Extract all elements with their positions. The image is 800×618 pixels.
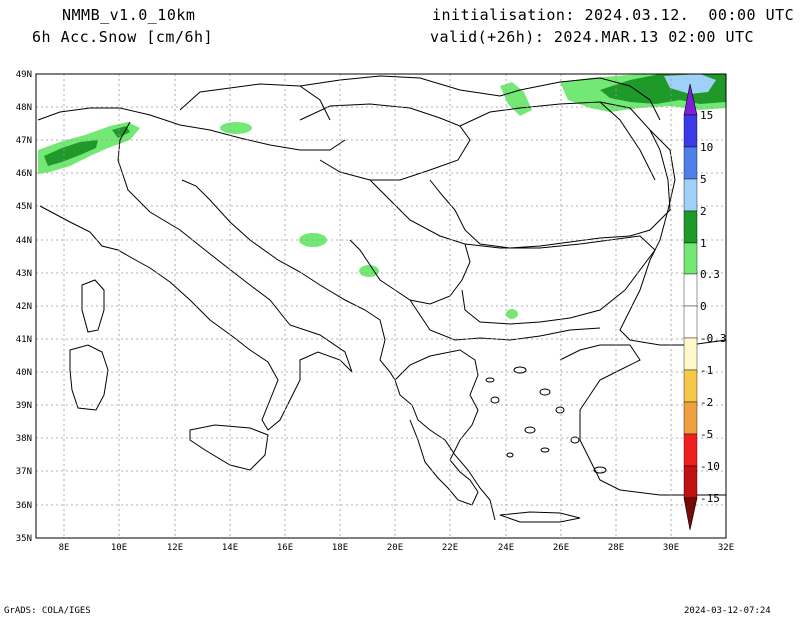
ukraine-border bbox=[519, 77, 661, 121]
colorbar-label: -0.3 bbox=[700, 332, 727, 345]
colorbar-label: 10 bbox=[700, 141, 713, 154]
colorbar-swatch bbox=[683, 433, 698, 467]
lon-label: 30E bbox=[663, 543, 679, 553]
valid-time: valid(+26h): 2024.MAR.13 02:00 UTC bbox=[430, 28, 755, 46]
colorbar-label: -2 bbox=[700, 396, 713, 409]
snow-austria bbox=[220, 122, 252, 134]
lat-label: 44N bbox=[16, 236, 32, 246]
lat-label: 35N bbox=[16, 534, 32, 544]
moldova-border bbox=[599, 101, 656, 181]
lat-label: 39N bbox=[16, 401, 32, 411]
lat-labels: 49N 48N 47N 46N 45N 44N 43N 42N 41N 40N … bbox=[16, 70, 32, 544]
lat-label: 42N bbox=[16, 302, 32, 312]
colorbar-label: 0 bbox=[700, 300, 707, 313]
lon-label: 8E bbox=[59, 543, 70, 553]
alps-border bbox=[37, 107, 346, 151]
lat-label: 46N bbox=[16, 169, 32, 179]
colorbar-swatch bbox=[683, 305, 698, 339]
coastlines-and-borders bbox=[37, 75, 727, 523]
lon-label: 16E bbox=[277, 543, 293, 553]
snow-fields bbox=[38, 74, 726, 319]
lon-label: 20E bbox=[387, 543, 403, 553]
lat-label: 36N bbox=[16, 501, 32, 511]
lat-label: 38N bbox=[16, 434, 32, 444]
lat-label: 37N bbox=[16, 467, 32, 477]
colorbar-label: 2 bbox=[700, 205, 707, 218]
colorbar-label: -10 bbox=[700, 460, 720, 473]
bulgaria-border bbox=[461, 235, 656, 325]
snow-serbia bbox=[359, 265, 379, 277]
colorbar-label: -15 bbox=[700, 492, 720, 505]
lat-label: 48N bbox=[16, 103, 32, 113]
init-time: initialisation: 2024.03.12. 00:00 UTC bbox=[432, 6, 795, 24]
adriatic-east-coast bbox=[181, 179, 496, 521]
footer-credit: GrADS: COLA/IGES bbox=[4, 606, 91, 616]
lat-label: 49N bbox=[16, 70, 32, 80]
colorbar-swatch bbox=[683, 369, 698, 403]
lon-label: 22E bbox=[442, 543, 458, 553]
lon-label: 32E bbox=[718, 543, 734, 553]
colorbar-label: 15 bbox=[700, 109, 713, 122]
colorbar-label: 0.3 bbox=[700, 268, 720, 281]
italy-coast-outline bbox=[39, 121, 353, 431]
colorbar-bottom-arrow bbox=[683, 497, 698, 531]
colorbar: 15 10 5 2 1 0.3 0 -0.3 -1 -2 -5 -10 -15 bbox=[683, 83, 727, 531]
hungary-border bbox=[299, 103, 471, 181]
austria-north-border bbox=[179, 83, 331, 121]
romania-border bbox=[429, 101, 671, 249]
snow-bulgaria-patch bbox=[506, 309, 518, 319]
model-title: NMMB_v1.0_10km bbox=[62, 6, 196, 24]
snow-carpathians bbox=[500, 82, 532, 116]
colorbar-label: 5 bbox=[700, 173, 707, 186]
corsica bbox=[81, 279, 105, 333]
lat-label: 40N bbox=[16, 368, 32, 378]
colorbar-swatch bbox=[683, 114, 698, 148]
lon-labels: 8E 10E 12E 14E 16E 18E 20E 22E 24E 26E 2… bbox=[59, 543, 735, 553]
lat-label: 45N bbox=[16, 202, 32, 212]
snow-alps-medium bbox=[44, 140, 98, 166]
map-frame bbox=[35, 73, 727, 539]
lon-label: 26E bbox=[553, 543, 569, 553]
black-sea-coast bbox=[619, 129, 727, 346]
lat-label: 41N bbox=[16, 335, 32, 345]
sardinia bbox=[69, 344, 109, 411]
turkey-coast bbox=[559, 344, 726, 496]
aegean-islands bbox=[485, 366, 607, 474]
colorbar-swatch bbox=[683, 273, 698, 307]
colorbar-label: -5 bbox=[700, 428, 713, 441]
colorbar-swatch bbox=[683, 146, 698, 180]
colorbar-label: 1 bbox=[700, 237, 707, 250]
crete bbox=[499, 511, 581, 523]
lon-label: 10E bbox=[111, 543, 127, 553]
gridlines bbox=[36, 74, 726, 538]
lon-label: 18E bbox=[332, 543, 348, 553]
lon-label: 14E bbox=[222, 543, 238, 553]
sicily bbox=[189, 424, 269, 471]
lat-label: 43N bbox=[16, 269, 32, 279]
colorbar-label: -1 bbox=[700, 364, 713, 377]
colorbar-swatch bbox=[683, 465, 698, 499]
serbia-border bbox=[349, 179, 471, 305]
lon-label: 12E bbox=[167, 543, 183, 553]
footer-timestamp: 2024-03-12-07:24 bbox=[684, 606, 771, 616]
colorbar-swatch bbox=[683, 242, 698, 275]
lat-label: 47N bbox=[16, 136, 32, 146]
colorbar-swatch bbox=[683, 337, 698, 371]
colorbar-swatch bbox=[683, 210, 698, 244]
snow-alps-medium-2 bbox=[112, 126, 130, 138]
greece-border bbox=[409, 299, 601, 341]
field-title: 6h Acc.Snow [cm/6h] bbox=[32, 28, 214, 46]
lon-label: 28E bbox=[608, 543, 624, 553]
colorbar-swatch bbox=[683, 178, 698, 212]
greece-coast bbox=[394, 349, 479, 506]
lon-label: 24E bbox=[498, 543, 514, 553]
slovakia-border bbox=[299, 75, 521, 97]
colorbar-swatch bbox=[683, 401, 698, 435]
